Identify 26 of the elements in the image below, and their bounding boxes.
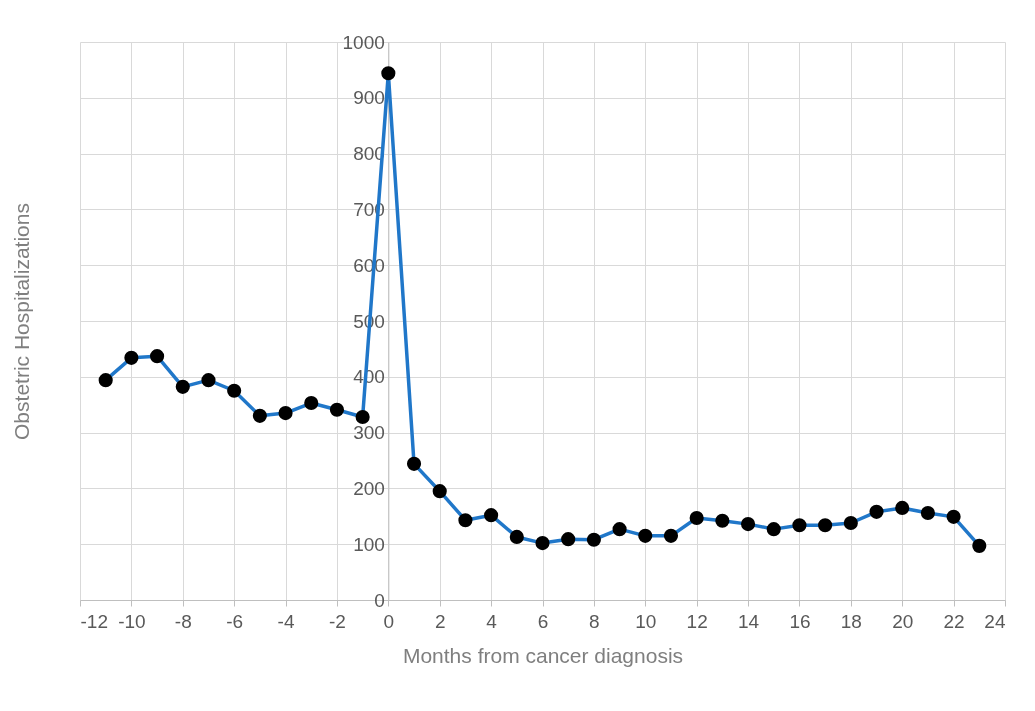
x-tick-label: 24	[984, 610, 1006, 632]
x-tick-label: 6	[537, 610, 549, 632]
x-tick-label: 14	[737, 610, 760, 632]
x-tick-label: -12	[80, 610, 108, 632]
x-tick-label: 10	[635, 610, 657, 632]
y-tick-label: 1000	[342, 31, 385, 53]
x-tick-label: -6	[226, 610, 244, 632]
x-tick-label: 4	[486, 610, 498, 632]
x-tick-label: 18	[840, 610, 862, 632]
y-tick-label: 200	[353, 477, 385, 499]
y-tick-label: 900	[353, 87, 385, 109]
x-tick-label: 20	[892, 610, 914, 632]
y-tick-label: 0	[374, 589, 385, 611]
x-tick-label: 22	[943, 610, 965, 632]
x-axis-title: Months from cancer diagnosis	[402, 643, 684, 667]
x-tick-label: 16	[789, 610, 811, 632]
y-tick-label: 300	[353, 422, 385, 444]
x-tick-label: -4	[277, 610, 295, 632]
x-tick-label: 2	[434, 610, 446, 632]
x-tick-label: -2	[328, 610, 346, 632]
x-tick-label: -8	[174, 610, 192, 632]
x-tick-label: -10	[118, 610, 146, 632]
x-tick-label: 8	[589, 610, 600, 632]
y-tick-label: 100	[353, 533, 385, 555]
x-tick-label: 12	[686, 610, 708, 632]
y-axis-title: Obstetric Hospitalizations	[9, 203, 33, 440]
